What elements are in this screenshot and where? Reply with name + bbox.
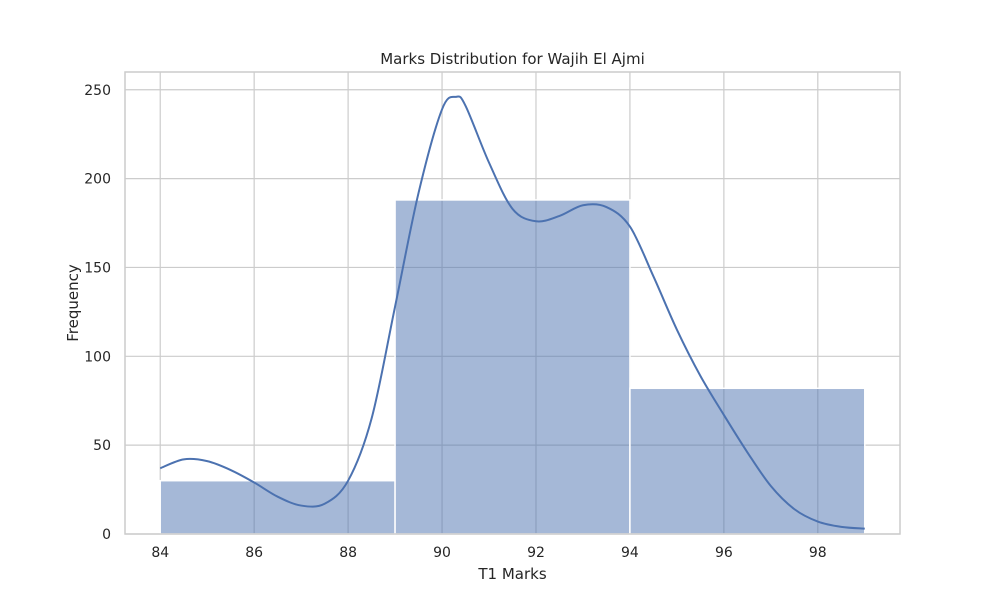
x-tick-label: 98 xyxy=(809,545,827,561)
x-tick-label: 94 xyxy=(621,545,639,561)
chart-title: Marks Distribution for Wajih El Ajmi xyxy=(380,50,645,68)
x-tick-labels: 84 86 88 90 92 94 96 98 xyxy=(151,545,826,561)
y-tick-label: 250 xyxy=(84,83,111,99)
x-tick-label: 88 xyxy=(339,545,357,561)
x-tick-label: 86 xyxy=(245,545,263,561)
y-tick-labels: 0 50 100 150 200 250 xyxy=(84,83,111,543)
kde-curve xyxy=(159,95,865,530)
x-tick-label: 96 xyxy=(715,545,733,561)
y-tick-label: 200 xyxy=(84,172,111,188)
histogram-bar xyxy=(159,479,396,535)
histogram-bar xyxy=(394,199,631,535)
x-axis-title: T1 Marks xyxy=(477,565,546,583)
y-tick-label: 50 xyxy=(93,438,111,454)
y-tick-label: 100 xyxy=(84,349,111,365)
histogram-bar xyxy=(629,387,866,535)
y-axis-title: Frequency xyxy=(64,264,82,342)
y-tick-label: 150 xyxy=(84,260,111,276)
x-tick-label: 90 xyxy=(433,545,451,561)
plot-frame xyxy=(124,71,901,535)
histogram-bars xyxy=(159,199,866,535)
x-tick-label: 92 xyxy=(527,545,545,561)
x-tick-label: 84 xyxy=(151,545,169,561)
y-tick-label: 0 xyxy=(102,527,111,543)
